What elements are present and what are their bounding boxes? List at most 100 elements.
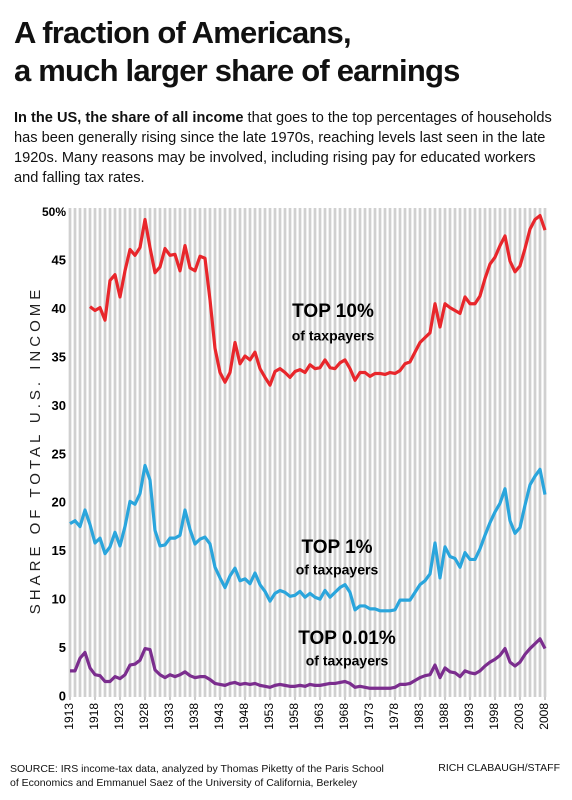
series-label: TOP 0.01% [298,628,396,649]
year-stripe [123,208,127,697]
year-stripe [328,208,332,697]
year-stripe [158,208,162,697]
x-tick-label: 2003 [512,703,526,730]
year-stripe [478,208,482,697]
series-line [70,637,547,690]
year-stripe [153,208,157,697]
year-stripe [273,208,277,697]
title-line: a much larger share of earnings [14,53,460,88]
series-sublabel: of taxpayers [306,653,389,669]
year-stripe [178,208,182,697]
year-stripe [203,208,207,697]
x-tick-label: 1913 [62,703,76,730]
year-stripe [73,208,77,697]
y-tick-label: 30 [52,398,66,413]
year-stripe [378,208,382,697]
year-stripe [443,208,447,697]
year-stripe [98,208,102,697]
y-tick-label: 50% [42,205,66,219]
series-sublabel: of taxpayers [292,328,375,344]
x-tick-label: 1958 [287,703,301,730]
year-stripe [143,208,147,697]
year-stripe [513,208,517,697]
year-stripe [233,208,237,697]
year-stripe [193,208,197,697]
source-line: SOURCE: IRS income-tax data, analyzed by… [10,763,384,775]
year-stripe [188,208,192,697]
year-stripe [138,208,142,697]
year-stripe [343,208,347,697]
year-stripe [253,208,257,697]
year-stripe [418,208,422,697]
credit: RICH CLABAUGH/STAFF [438,762,560,774]
year-stripe [473,208,477,697]
y-tick-label: 5 [59,640,66,655]
year-stripe [263,208,267,697]
y-tick-label: 0 [59,688,66,703]
year-stripe [458,208,462,697]
year-stripe [248,208,252,697]
x-tick-label: 1993 [462,703,476,730]
year-stripe [318,208,322,697]
year-stripe [88,208,92,697]
y-tick-label: 45 [52,253,66,268]
year-stripe [278,208,282,697]
year-stripe [83,208,87,697]
year-stripe [488,208,492,697]
year-stripe [358,208,362,697]
series-label: TOP 1% [301,537,372,558]
chart: 0 5 10 15 20 25 30 35 40 45 50% 1913 1918 1923 1928 193… [27,205,551,730]
year-stripe [173,208,177,697]
source: SOURCE: IRS income-tax data, analyzed by… [10,762,384,790]
year-stripe [383,208,387,697]
subtitle-bold: In the US, the share of all income [14,110,244,126]
y-tick-label: 20 [52,495,66,510]
year-stripe [268,208,272,697]
x-tick-label: 1998 [487,703,501,730]
x-tick-label: 1948 [237,703,251,730]
year-stripe [353,208,357,697]
year-stripe [528,208,532,697]
year-stripe [238,208,242,697]
year-stripe [498,208,502,697]
year-stripe [433,208,437,697]
year-stripe [533,208,537,697]
year-stripe [348,208,352,697]
year-stripe [168,208,172,697]
year-stripe [543,208,547,697]
year-stripe [423,208,427,697]
year-stripe [313,208,317,697]
year-stripe [398,208,402,697]
year-stripe [108,208,112,697]
y-tick-label: 10 [52,592,66,607]
year-stripe [118,208,122,697]
source-line: of Economics and Emmanuel Saez of the Un… [10,777,358,789]
year-stripe [163,208,167,697]
y-axis-label: SHARE OF TOTAL U.S. INCOME [27,286,44,614]
year-stripe [133,208,137,697]
year-stripe [408,208,412,697]
x-tick-label: 1968 [337,703,351,730]
subtitle-text: that goes to the top percentages of hous… [14,110,552,186]
x-tick-label: 1983 [412,703,426,730]
year-stripe [208,208,212,697]
year-stripe [213,208,217,697]
year-stripe [128,208,132,697]
year-stripe [218,208,222,697]
x-tick-label: 1988 [437,703,451,730]
x-tick-label: 1953 [262,703,276,730]
year-stripe [463,208,467,697]
year-stripe [393,208,397,697]
series-line [89,213,547,387]
year-stripe [103,208,107,697]
year-stripe [428,208,432,697]
year-stripe [258,208,262,697]
y-tick-label: 35 [52,349,66,364]
year-stripe [223,208,227,697]
year-stripe [113,208,117,697]
year-stripe [523,208,527,697]
year-stripe [388,208,392,697]
year-stripe [468,208,472,697]
year-stripe [243,208,247,697]
